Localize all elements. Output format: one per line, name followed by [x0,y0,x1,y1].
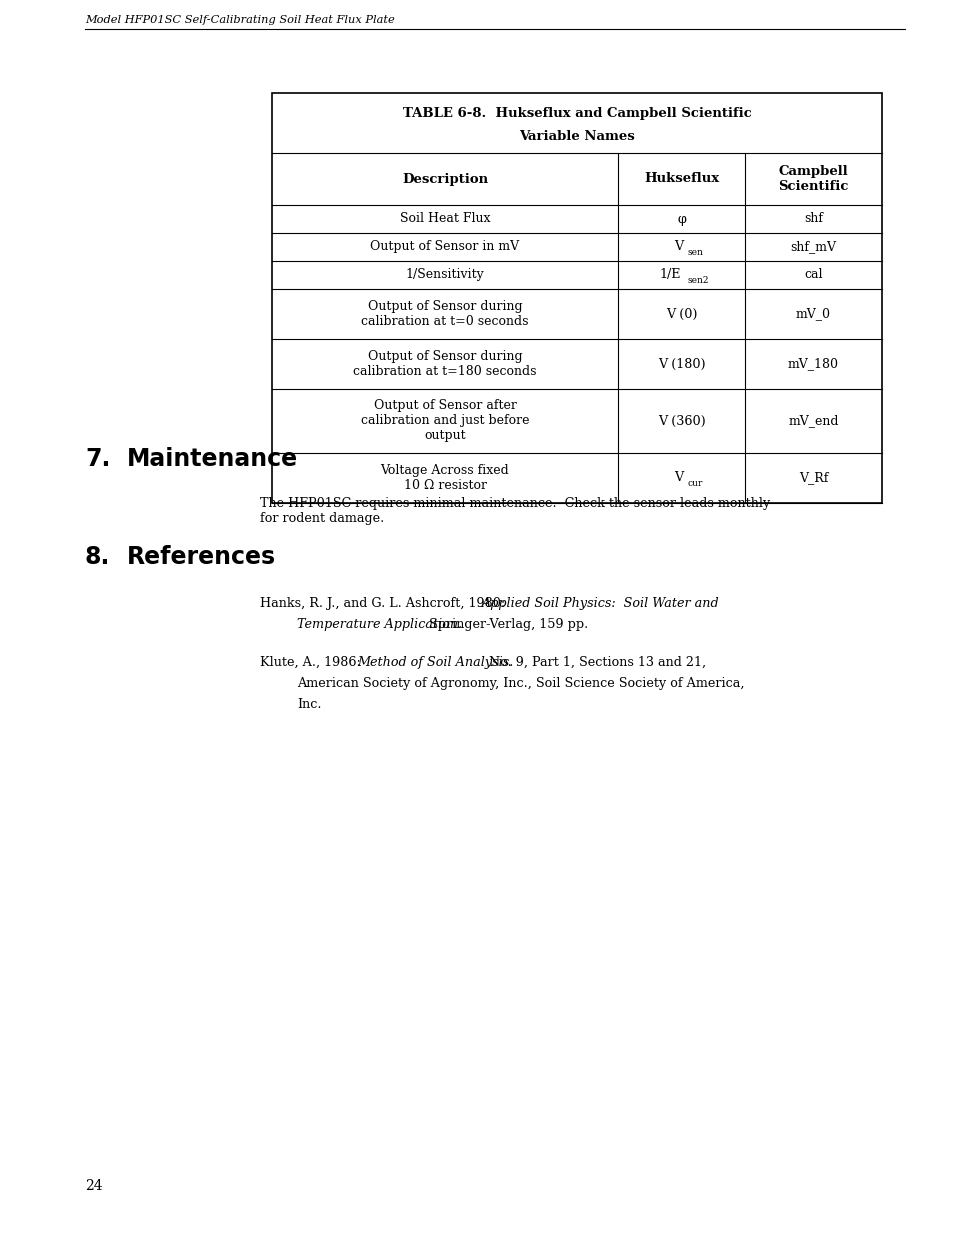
Text: Output of Sensor after
calibration and just before
output: Output of Sensor after calibration and j… [360,399,529,442]
Text: V (360): V (360) [657,415,704,427]
Text: cur: cur [687,479,702,488]
Text: Springer-Verlag, 159 pp.: Springer-Verlag, 159 pp. [424,618,587,631]
Text: References: References [127,545,275,569]
Text: 1/E: 1/E [659,268,680,282]
Text: sen: sen [687,248,703,257]
Text: Klute, A., 1986:: Klute, A., 1986: [260,656,369,669]
Text: Campbell
Scientific: Campbell Scientific [778,165,848,193]
Text: 24: 24 [85,1179,103,1193]
Text: 8.: 8. [85,545,111,569]
Text: No. 9, Part 1, Sections 13 and 21,: No. 9, Part 1, Sections 13 and 21, [484,656,705,669]
Text: 7.: 7. [85,447,111,471]
Text: shf: shf [803,212,822,226]
Text: φ: φ [677,212,685,226]
Text: mV_end: mV_end [787,415,838,427]
Text: V_Rf: V_Rf [798,472,827,484]
Text: Output of Sensor during
calibration at t=0 seconds: Output of Sensor during calibration at t… [361,300,528,329]
Text: Model HFP01SC Self-Calibrating Soil Heat Flux Plate: Model HFP01SC Self-Calibrating Soil Heat… [85,15,395,25]
Text: Inc.: Inc. [296,698,321,711]
Text: Voltage Across fixed
10 Ω resistor: Voltage Across fixed 10 Ω resistor [380,464,509,492]
Text: V: V [674,241,683,253]
Text: Hanks, R. J., and G. L. Ashcroft, 1980:: Hanks, R. J., and G. L. Ashcroft, 1980: [260,597,513,610]
Text: sen2: sen2 [687,275,709,285]
Text: Variable Names: Variable Names [518,130,634,142]
Text: Temperature Application.: Temperature Application. [296,618,461,631]
Text: mV_0: mV_0 [795,308,830,321]
Text: shf_mV: shf_mV [790,241,836,253]
Text: Method of Soil Analysis.: Method of Soil Analysis. [357,656,514,669]
Text: V: V [674,472,683,484]
Text: Output of Sensor in mV: Output of Sensor in mV [370,241,519,253]
Text: Output of Sensor during
calibration at t=180 seconds: Output of Sensor during calibration at t… [353,350,537,378]
Text: V (0): V (0) [665,308,697,321]
Text: 1/Sensitivity: 1/Sensitivity [405,268,484,282]
Text: The HFP01SC requires minimal maintenance.  Check the sensor leads monthly
for ro: The HFP01SC requires minimal maintenance… [260,496,769,525]
Text: Applied Soil Physics:  Soil Water and: Applied Soil Physics: Soil Water and [481,597,719,610]
Text: V (180): V (180) [657,357,704,370]
Text: cal: cal [803,268,821,282]
Text: Maintenance: Maintenance [127,447,297,471]
Bar [272,93,882,503]
Text: TABLE 6-8.  Hukseflux and Campbell Scientific: TABLE 6-8. Hukseflux and Campbell Scient… [402,107,751,121]
Text: Description: Description [401,173,488,185]
Text: Hukseflux: Hukseflux [643,173,719,185]
Text: Soil Heat Flux: Soil Heat Flux [399,212,490,226]
Text: mV_180: mV_180 [787,357,838,370]
Text: American Society of Agronomy, Inc., Soil Science Society of America,: American Society of Agronomy, Inc., Soil… [296,677,743,690]
